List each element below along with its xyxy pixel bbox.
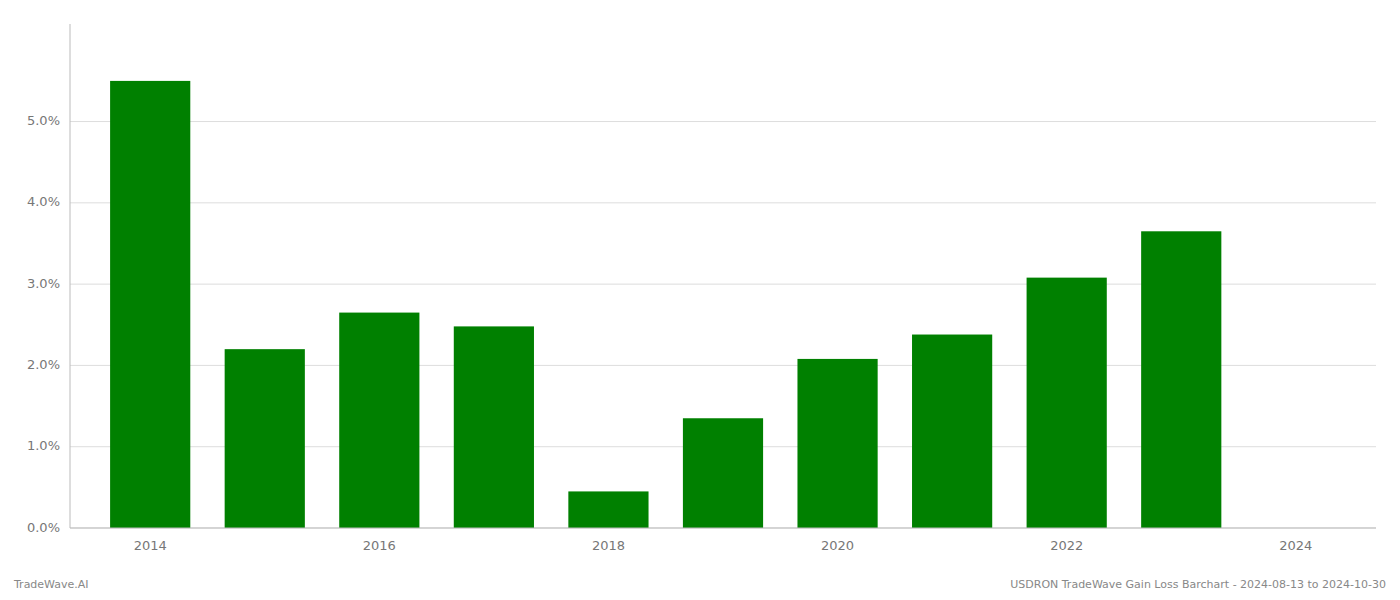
footer-right: USDRON TradeWave Gain Loss Barchart - 20… (1010, 578, 1386, 591)
grid-line (70, 202, 1376, 203)
y-tick-labels: 0.0% 1.0% 2.0% 3.0% 4.0% 5.0% (27, 113, 60, 534)
x-tick-label: 2024 (1279, 538, 1312, 553)
grid-line (70, 121, 1376, 122)
y-grid (70, 122, 1376, 528)
x-tick-label: 2014 (134, 538, 167, 553)
x-tick-label: 2022 (1050, 538, 1083, 553)
bar (568, 491, 648, 528)
y-tick-label: 2.0% (27, 357, 60, 372)
bar (683, 418, 763, 528)
x-tick-label: 2018 (592, 538, 625, 553)
x-tick-label: 2020 (821, 538, 854, 553)
bar (110, 81, 190, 528)
footer-left: TradeWave.AI (13, 578, 89, 591)
chart-container: 0.0% 1.0% 2.0% 3.0% 4.0% 5.0% 2014 2016 2018 2020… (0, 0, 1400, 600)
bars (110, 81, 1221, 528)
bar (797, 359, 877, 528)
background (0, 0, 1400, 600)
bar (1027, 278, 1107, 528)
x-tick-labels: 2014 2016 2018 2020 2022 2024 (134, 538, 1313, 553)
y-tick-label: 5.0% (27, 113, 60, 128)
y-axis-line (70, 24, 71, 528)
bar (454, 326, 534, 528)
bar (225, 349, 305, 528)
y-tick-label: 3.0% (27, 276, 60, 291)
bar (912, 335, 992, 528)
y-tick-label: 1.0% (27, 438, 60, 453)
bar (339, 313, 419, 528)
grid-line (70, 528, 1376, 529)
chart: 0.0% 1.0% 2.0% 3.0% 4.0% 5.0% 2014 2016 2018 2020… (0, 0, 1400, 600)
y-tick-label: 4.0% (27, 194, 60, 209)
x-axis-line (70, 528, 1376, 529)
x-tick-label: 2016 (363, 538, 396, 553)
bar (1141, 231, 1221, 528)
y-tick-label: 0.0% (27, 520, 60, 535)
